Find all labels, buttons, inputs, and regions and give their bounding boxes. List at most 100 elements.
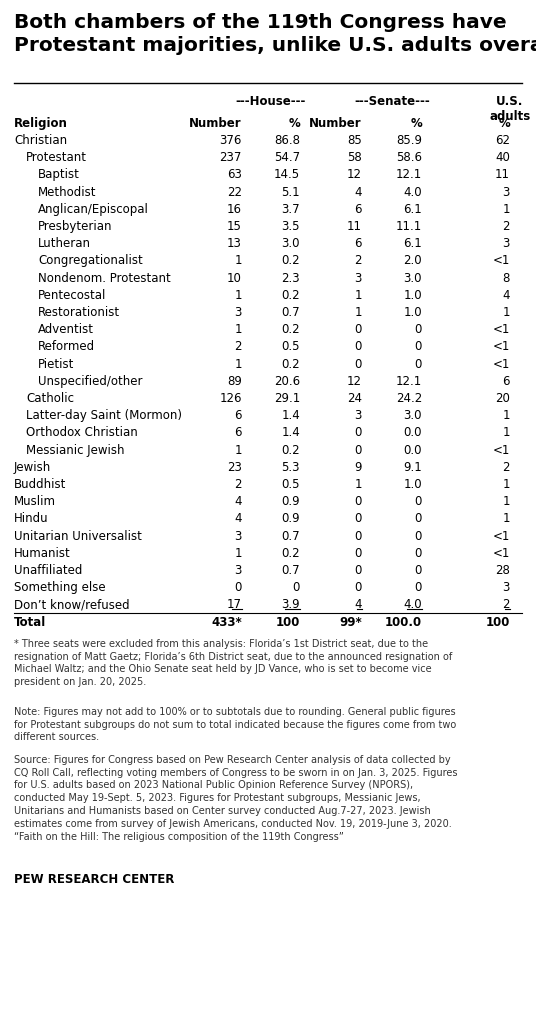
Text: 12: 12	[347, 169, 362, 181]
Text: <1: <1	[493, 444, 510, 456]
Text: Pentecostal: Pentecostal	[38, 288, 106, 302]
Text: 237: 237	[220, 151, 242, 165]
Text: 11: 11	[347, 220, 362, 233]
Text: 0: 0	[415, 323, 422, 337]
Text: 0: 0	[415, 564, 422, 577]
Text: 0.2: 0.2	[281, 288, 300, 302]
Text: 10: 10	[227, 271, 242, 284]
Text: 4: 4	[354, 185, 362, 198]
Text: 3: 3	[503, 185, 510, 198]
Text: 2: 2	[503, 460, 510, 474]
Text: Latter-day Saint (Mormon): Latter-day Saint (Mormon)	[26, 409, 182, 422]
Text: 0: 0	[355, 547, 362, 560]
Text: 5.1: 5.1	[281, 185, 300, 198]
Text: %: %	[410, 117, 422, 130]
Text: 20: 20	[495, 392, 510, 405]
Text: 62: 62	[495, 134, 510, 147]
Text: 20.6: 20.6	[274, 374, 300, 388]
Text: PEW RESEARCH CENTER: PEW RESEARCH CENTER	[14, 873, 174, 886]
Text: 1: 1	[235, 323, 242, 337]
Text: 100.0: 100.0	[385, 616, 422, 628]
Text: 54.7: 54.7	[274, 151, 300, 165]
Text: 0.2: 0.2	[281, 444, 300, 456]
Text: Baptist: Baptist	[38, 169, 80, 181]
Text: Restorationist: Restorationist	[38, 306, 120, 319]
Text: 12: 12	[347, 374, 362, 388]
Text: Congregationalist: Congregationalist	[38, 255, 143, 267]
Text: 0: 0	[355, 323, 362, 337]
Text: 14.5: 14.5	[274, 169, 300, 181]
Text: 1: 1	[354, 288, 362, 302]
Text: 0.7: 0.7	[281, 306, 300, 319]
Text: 0: 0	[355, 564, 362, 577]
Text: 0: 0	[235, 581, 242, 594]
Text: 3.0: 3.0	[404, 271, 422, 284]
Text: 1.4: 1.4	[281, 409, 300, 422]
Text: 24: 24	[347, 392, 362, 405]
Text: 3.9: 3.9	[281, 598, 300, 612]
Text: 1.4: 1.4	[281, 427, 300, 440]
Text: 0.2: 0.2	[281, 255, 300, 267]
Text: 4: 4	[503, 288, 510, 302]
Text: 1: 1	[235, 444, 242, 456]
Text: 1: 1	[503, 513, 510, 526]
Text: Anglican/Episcopal: Anglican/Episcopal	[38, 203, 149, 216]
Text: 1: 1	[235, 255, 242, 267]
Text: U.S.
adults: U.S. adults	[489, 95, 531, 123]
Text: 1: 1	[235, 358, 242, 370]
Text: Adventist: Adventist	[38, 323, 94, 337]
Text: 3.5: 3.5	[281, 220, 300, 233]
Text: 6: 6	[354, 203, 362, 216]
Text: 3.7: 3.7	[281, 203, 300, 216]
Text: 0: 0	[415, 581, 422, 594]
Text: Don’t know/refused: Don’t know/refused	[14, 598, 130, 612]
Text: 2: 2	[503, 220, 510, 233]
Text: 0.0: 0.0	[404, 427, 422, 440]
Text: ---House---: ---House---	[236, 95, 306, 108]
Text: 16: 16	[227, 203, 242, 216]
Text: 9: 9	[354, 460, 362, 474]
Text: 5.3: 5.3	[281, 460, 300, 474]
Text: 13: 13	[227, 237, 242, 251]
Text: Unaffiliated: Unaffiliated	[14, 564, 83, 577]
Text: 1: 1	[503, 306, 510, 319]
Text: %: %	[498, 117, 510, 130]
Text: Orthodox Christian: Orthodox Christian	[26, 427, 138, 440]
Text: 0.7: 0.7	[281, 530, 300, 542]
Text: 0.9: 0.9	[281, 495, 300, 508]
Text: 1: 1	[503, 409, 510, 422]
Text: 1: 1	[235, 288, 242, 302]
Text: * Three seats were excluded from this analysis: Florida’s 1st District seat, due: * Three seats were excluded from this an…	[14, 638, 452, 687]
Text: Humanist: Humanist	[14, 547, 71, 560]
Text: 0: 0	[415, 341, 422, 353]
Text: Something else: Something else	[14, 581, 106, 594]
Text: 6: 6	[503, 374, 510, 388]
Text: <1: <1	[493, 358, 510, 370]
Text: 1: 1	[503, 478, 510, 491]
Text: Both chambers of the 119th Congress have
Protestant majorities, unlike U.S. adul: Both chambers of the 119th Congress have…	[14, 13, 536, 55]
Text: Methodist: Methodist	[38, 185, 96, 198]
Text: 85.9: 85.9	[396, 134, 422, 147]
Text: 0: 0	[355, 581, 362, 594]
Text: 3: 3	[503, 237, 510, 251]
Text: 2.3: 2.3	[281, 271, 300, 284]
Text: 58: 58	[347, 151, 362, 165]
Text: 6: 6	[235, 409, 242, 422]
Text: 1: 1	[503, 427, 510, 440]
Text: 24.2: 24.2	[396, 392, 422, 405]
Text: 0.2: 0.2	[281, 358, 300, 370]
Text: %: %	[288, 117, 300, 130]
Text: 2: 2	[503, 598, 510, 612]
Text: Protestant: Protestant	[26, 151, 87, 165]
Text: Christian: Christian	[14, 134, 67, 147]
Text: 3: 3	[503, 581, 510, 594]
Text: 1: 1	[354, 306, 362, 319]
Text: 1.0: 1.0	[404, 288, 422, 302]
Text: 100: 100	[276, 616, 300, 628]
Text: 12.1: 12.1	[396, 169, 422, 181]
Text: Number: Number	[189, 117, 242, 130]
Text: 3: 3	[355, 409, 362, 422]
Text: 4.0: 4.0	[404, 598, 422, 612]
Text: Buddhist: Buddhist	[14, 478, 66, 491]
Text: 1: 1	[503, 495, 510, 508]
